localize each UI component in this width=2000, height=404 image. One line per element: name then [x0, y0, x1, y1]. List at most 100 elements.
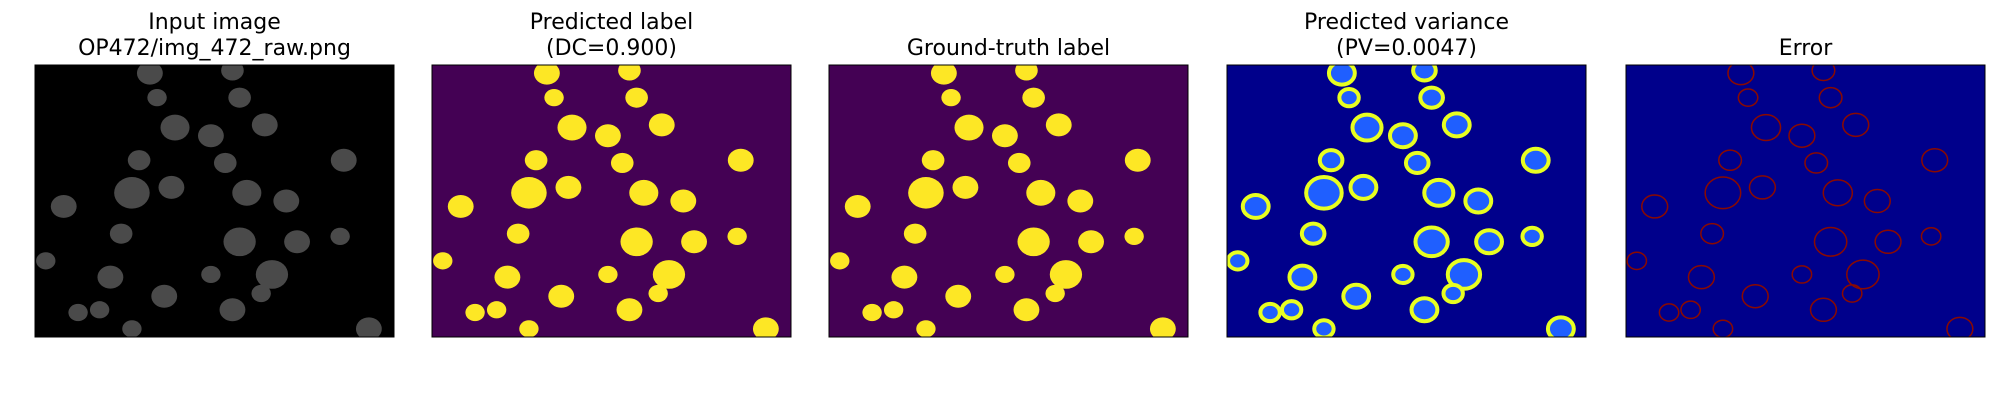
cell — [1045, 113, 1072, 137]
cell — [1078, 230, 1104, 254]
cell — [1304, 175, 1344, 211]
cell — [544, 89, 564, 107]
cell — [945, 284, 972, 308]
cell — [511, 177, 547, 209]
panel: Predicted variance(PV=0.0047) — [1226, 10, 1587, 338]
cell — [1279, 299, 1304, 321]
image-background — [1227, 65, 1586, 337]
panel-title: Error — [1779, 36, 1834, 61]
panel-frame — [34, 64, 395, 338]
cell — [151, 284, 178, 308]
cell — [1015, 65, 1038, 81]
image-background — [432, 65, 791, 337]
cell — [1403, 150, 1431, 175]
cell — [903, 223, 927, 244]
cell — [273, 189, 300, 213]
cell — [1350, 112, 1384, 143]
cell — [1741, 283, 1769, 309]
cell — [201, 265, 221, 284]
image-background — [829, 65, 1188, 337]
cell — [1258, 301, 1282, 324]
cell — [752, 317, 779, 337]
cell — [1411, 65, 1438, 83]
cell — [1240, 192, 1271, 220]
cell — [727, 227, 747, 245]
cell — [1545, 315, 1576, 337]
cell — [883, 301, 904, 319]
cell — [494, 265, 521, 289]
panel-image — [1626, 65, 1985, 337]
cell — [1520, 146, 1551, 174]
cell — [1822, 179, 1854, 207]
cell — [670, 189, 697, 213]
cell — [519, 320, 539, 337]
cell — [1124, 227, 1144, 245]
cell — [158, 175, 185, 199]
cell — [930, 65, 957, 85]
cell — [557, 114, 587, 141]
cell — [1791, 265, 1813, 284]
cell — [223, 227, 256, 257]
cell — [1045, 284, 1065, 303]
cell — [97, 265, 124, 289]
cell — [1946, 316, 1974, 337]
cell — [1921, 147, 1949, 173]
cell — [1017, 227, 1050, 257]
cell — [147, 89, 167, 107]
cell — [1418, 85, 1445, 110]
cell — [629, 179, 659, 206]
panel-frame — [1226, 64, 1587, 338]
cell — [136, 65, 163, 85]
cell — [648, 113, 675, 137]
cell — [447, 194, 474, 218]
cell — [1026, 179, 1056, 206]
cell — [1463, 187, 1494, 215]
cell — [486, 301, 507, 319]
cell — [1124, 148, 1151, 172]
panel-image — [829, 65, 1188, 337]
panel-frame — [828, 64, 1189, 338]
panel-title: Ground-truth label — [907, 36, 1110, 61]
cell — [995, 265, 1015, 284]
cell — [954, 114, 984, 141]
cell — [616, 298, 643, 322]
panel-image — [35, 65, 394, 337]
cell — [122, 320, 142, 337]
image-background — [35, 65, 394, 337]
cell — [160, 114, 190, 141]
cell — [598, 265, 618, 284]
cell — [1626, 251, 1648, 271]
cell — [727, 148, 754, 172]
cell — [524, 150, 548, 171]
cell — [1441, 282, 1465, 305]
cell — [221, 65, 244, 81]
cell — [114, 177, 150, 209]
cell — [1341, 282, 1372, 310]
cell — [355, 317, 382, 337]
cell — [50, 194, 77, 218]
cell — [1748, 175, 1777, 200]
cell — [681, 230, 707, 254]
cell — [89, 301, 110, 319]
panel-image — [1227, 65, 1586, 337]
image-background — [1626, 65, 1985, 337]
cell — [1680, 300, 1702, 320]
cell — [1022, 87, 1045, 108]
panel-title: Predicted variance — [1304, 10, 1509, 35]
panel: Ground-truth label — [828, 36, 1189, 338]
cell — [916, 320, 936, 337]
cell — [330, 148, 357, 172]
cell — [433, 252, 453, 270]
panel: Error — [1625, 36, 1986, 338]
cell — [1299, 221, 1327, 246]
cell — [1474, 228, 1504, 256]
cell — [862, 303, 882, 322]
cell — [1348, 173, 1379, 201]
panel-image — [432, 65, 791, 337]
cell — [648, 284, 668, 303]
cell — [1326, 65, 1357, 87]
cell — [1700, 222, 1725, 245]
cell — [1287, 263, 1318, 291]
cell — [952, 175, 979, 199]
